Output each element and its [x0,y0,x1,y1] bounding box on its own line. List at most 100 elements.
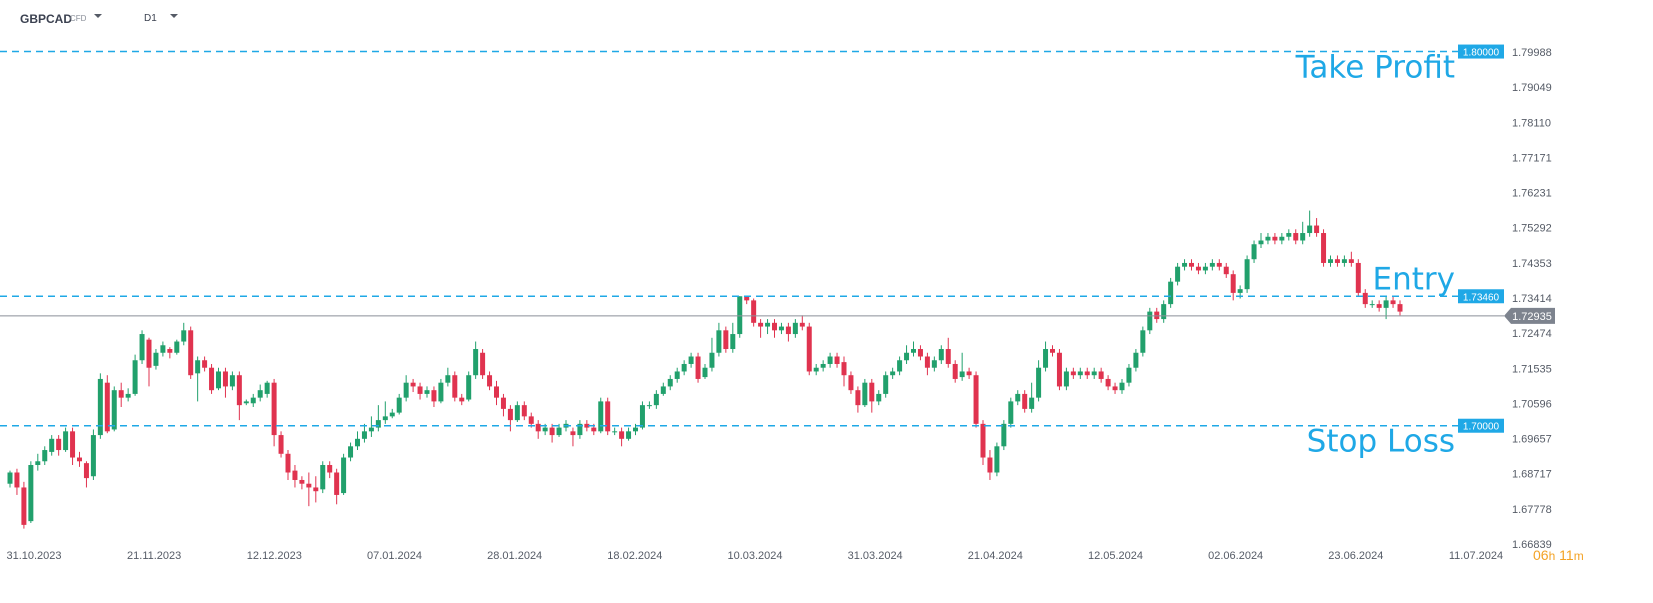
candle [765,319,771,335]
candle [730,322,736,353]
candle-body [1154,311,1160,320]
candle [382,401,388,424]
candle [494,380,499,406]
candle [1098,367,1104,383]
candle [1036,360,1042,402]
entry-badge-text: 1.73460 [1463,292,1500,303]
x-tick-label: 11.07.2024 [1449,550,1503,562]
candle-body [855,390,861,406]
candle-body [556,427,562,436]
symbol-label[interactable]: GBPCAD [20,12,73,26]
candle-body [77,457,82,462]
candle [1355,259,1361,297]
candle-body [827,356,833,364]
candle-body [7,472,13,484]
candle [389,408,395,419]
candle-body [1056,352,1062,387]
candle-body [167,349,173,353]
candle [695,352,701,383]
candle [549,423,555,443]
candle [723,326,729,353]
candle [306,472,312,507]
candle [1279,233,1285,245]
candle-body [1244,259,1250,290]
candle [125,388,131,402]
candle-body [605,401,611,432]
candle-body [1223,266,1229,275]
candle [1175,262,1181,286]
take-profit-level[interactable]: 1.80000 Take Profit [0,44,1504,86]
candle-body [181,330,187,342]
candle-body [424,390,430,394]
candle [806,322,812,376]
candle-body [570,431,576,436]
candle-body [1300,233,1306,241]
candle [49,435,55,456]
candle [1341,255,1347,267]
candle-body [500,397,506,409]
y-tick-label: 1.67778 [1512,504,1552,516]
y-tick-label: 1.66839 [1512,539,1552,551]
candle-body [577,423,583,436]
candle [674,367,680,383]
candle [292,465,298,488]
candle [222,367,228,398]
candle [1008,397,1014,428]
candle [987,450,993,480]
candle [1307,210,1313,237]
y-tick-label: 1.78110 [1512,117,1551,129]
candle-body [306,483,312,488]
candle-body [1029,397,1035,409]
candle [1147,307,1153,335]
candle [917,345,923,361]
candle [229,371,235,391]
candle-body [591,427,597,432]
candle [633,423,638,436]
candle [7,470,13,488]
candle-body [1098,371,1104,379]
stop-loss-level[interactable]: 1.70000 Stop Loss [0,418,1504,460]
candle-body [56,438,62,451]
timeframe-dropdown-icon[interactable] [170,14,178,18]
candle [1161,300,1167,323]
candle [1390,296,1396,308]
entry-level[interactable]: 1.73460 Entry [0,261,1504,304]
y-tick-label: 1.71535 [1512,363,1552,375]
candle [278,431,284,458]
candle [1119,378,1125,394]
candle [1001,420,1007,451]
candle-body [1063,371,1069,387]
candle [209,363,215,394]
candle-body [626,431,632,439]
candle [1077,367,1083,379]
candle [132,354,138,396]
timeframe-label[interactable]: D1 [144,13,157,24]
candle-body [1293,233,1299,241]
symbol-dropdown-icon[interactable] [94,14,102,18]
candle [841,356,847,387]
candle [14,468,20,495]
candle [1383,296,1389,320]
candle-body [1050,349,1055,353]
candle [980,420,986,466]
candle [514,401,520,422]
candle [1084,367,1090,379]
candle [751,298,757,327]
candle [1140,326,1146,357]
candle-body [1362,292,1368,305]
candle [452,371,458,402]
candle [869,378,875,413]
candle [626,427,632,441]
candle [410,378,416,393]
y-tick-label: 1.72474 [1512,328,1552,340]
candle-body [1084,371,1090,376]
candle-body [778,326,784,331]
candle-body [1209,262,1215,267]
symbol-type-label: CFD [70,14,87,23]
candle [952,360,958,383]
candle-body [1043,349,1049,368]
candle-body [716,330,722,353]
stop-loss-label: Stop Loss [1307,424,1455,460]
candle-body [924,356,930,368]
